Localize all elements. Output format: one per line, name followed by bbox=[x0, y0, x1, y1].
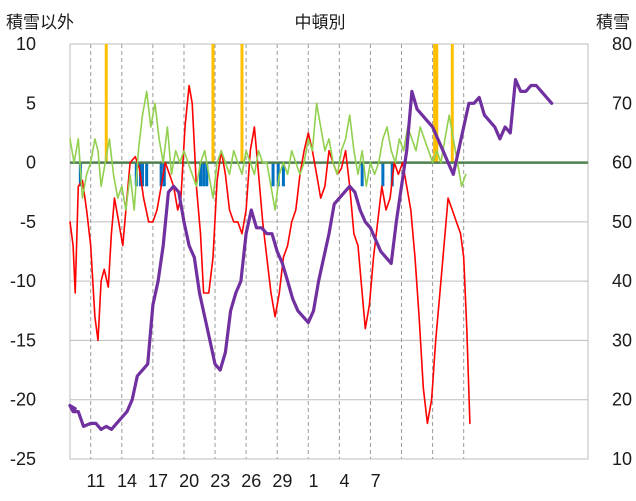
left-axis-title: 積雪以外 bbox=[6, 13, 74, 32]
grid bbox=[69, 43, 589, 460]
bar bbox=[145, 162, 149, 187]
x-tick-label: 20 bbox=[179, 471, 199, 491]
bar bbox=[159, 162, 163, 187]
bar bbox=[104, 44, 108, 163]
y-right-tick-label: 20 bbox=[612, 390, 632, 410]
bar bbox=[360, 162, 364, 187]
y-left-tick-label: -25 bbox=[10, 449, 36, 469]
x-tick-label: 29 bbox=[272, 471, 292, 491]
x-tick-label: 26 bbox=[241, 471, 261, 491]
x-tick-label: 11 bbox=[87, 471, 106, 491]
y-right-tick-label: 80 bbox=[612, 34, 632, 54]
bar bbox=[205, 162, 209, 187]
bar bbox=[450, 44, 454, 163]
y-right-tick-label: 70 bbox=[612, 93, 632, 113]
y-right-tick-label: 40 bbox=[612, 271, 632, 291]
y-left-tick-label: -20 bbox=[10, 390, 36, 410]
x-tick-label: 14 bbox=[117, 471, 137, 491]
bar bbox=[433, 44, 437, 163]
y-left-tick-label: 5 bbox=[26, 93, 36, 113]
bar bbox=[381, 162, 385, 187]
x-tick-labels: 11 14 17 20 23 26 29 1 4 7 bbox=[87, 471, 381, 491]
y-left-tick-label: -10 bbox=[10, 271, 36, 291]
y-right-tick-label: 10 bbox=[612, 449, 632, 469]
y-left-tick-label: 0 bbox=[26, 153, 36, 173]
x-tick-label: 1 bbox=[308, 471, 318, 491]
x-tick-label: 7 bbox=[371, 471, 381, 491]
x-tick-label: 23 bbox=[210, 471, 230, 491]
y-left-tick-label: 10 bbox=[16, 34, 36, 54]
y-left-tick-label: -5 bbox=[20, 212, 36, 232]
bar bbox=[211, 44, 215, 163]
bar bbox=[281, 162, 285, 187]
series-line bbox=[68, 404, 77, 411]
y-right-tick-labels: 80 70 60 50 40 30 20 10 bbox=[612, 34, 632, 469]
plot-frame bbox=[69, 43, 589, 460]
bar bbox=[240, 44, 244, 163]
bar bbox=[141, 162, 145, 187]
series-line bbox=[69, 90, 467, 211]
bar bbox=[271, 162, 275, 187]
bar bbox=[435, 44, 439, 163]
bar bbox=[199, 162, 203, 187]
y-right-tick-label: 30 bbox=[612, 330, 632, 350]
bar bbox=[276, 162, 280, 187]
bar bbox=[202, 162, 206, 187]
series-line bbox=[68, 77, 554, 431]
right-axis-title: 積雪 bbox=[596, 13, 630, 32]
chart-title: 中頓別 bbox=[295, 13, 346, 32]
x-tick-label: 4 bbox=[340, 471, 350, 491]
y-left-tick-label: -15 bbox=[10, 330, 36, 350]
y-right-tick-label: 60 bbox=[612, 153, 632, 173]
x-tick-label: 17 bbox=[148, 471, 168, 491]
line-series bbox=[68, 77, 554, 431]
bar bbox=[162, 162, 166, 187]
y-left-tick-labels: 10 5 0 -5 -10 -15 -20 -25 bbox=[10, 34, 36, 469]
y-right-tick-label: 50 bbox=[612, 212, 632, 232]
